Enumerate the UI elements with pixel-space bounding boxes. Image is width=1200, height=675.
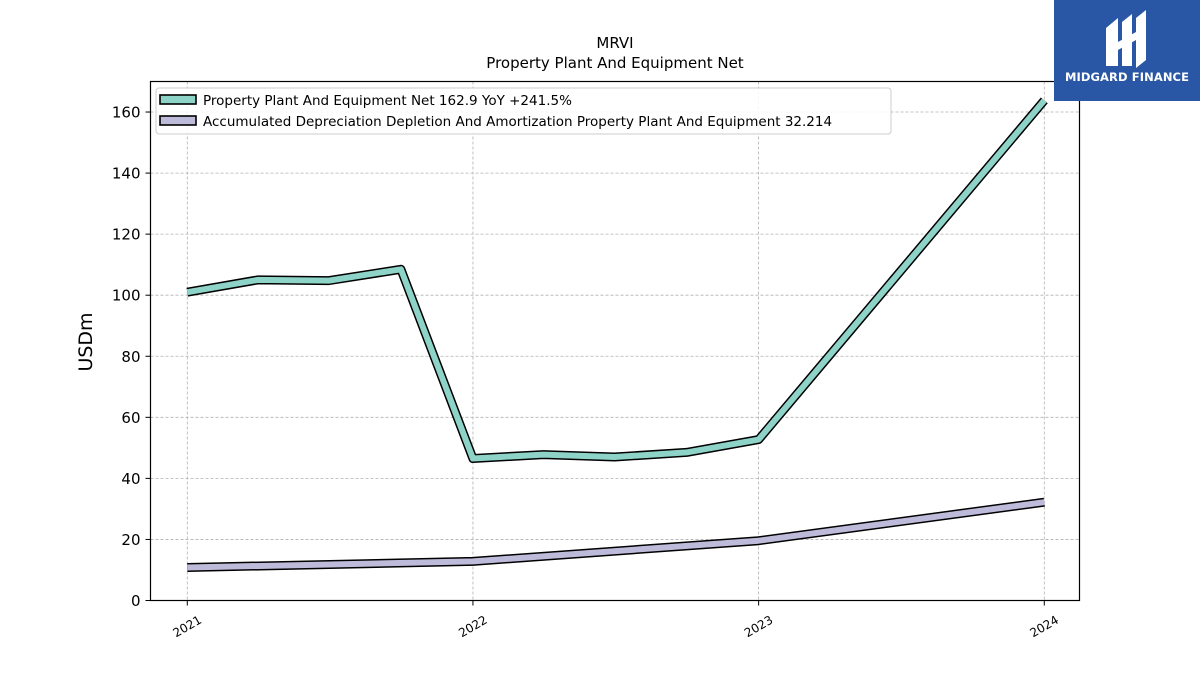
series-2-line	[187, 499, 1045, 571]
y-tick-label: 20	[121, 531, 140, 549]
y-tick-label: 120	[112, 226, 141, 244]
legend: Property Plant And Equipment Net 162.9 Y…	[155, 87, 892, 135]
y-tick-label: 80	[121, 348, 140, 366]
legend-swatch-accum-depreciation	[159, 115, 197, 126]
legend-swatch-ppe-net	[159, 94, 197, 105]
x-tick-label: 2022	[456, 613, 489, 640]
x-axis-ticks: 2021 2022 2023 2024	[171, 600, 1061, 640]
brand-logo: MIDGARD FINANCE	[1054, 0, 1200, 101]
y-axis-ticks: 0 20 40 60 80 100 120 140 160	[112, 104, 151, 610]
series-2-outline	[187, 497, 1045, 572]
x-tick-label: 2023	[742, 613, 775, 640]
brand-logo-text: MIDGARD FINANCE	[1064, 70, 1190, 84]
legend-box	[155, 87, 892, 135]
y-tick-label: 100	[112, 287, 141, 305]
series-lines	[186, 97, 1048, 572]
chart-subtitle: Property Plant And Equipment Net	[486, 54, 743, 72]
y-tick-label: 160	[112, 104, 141, 122]
x-tick-label: 2021	[171, 613, 204, 640]
grid-lines	[150, 81, 1080, 601]
y-axis-label: USDm	[75, 312, 97, 371]
chart-title: MRVI	[596, 34, 633, 52]
y-tick-label: 40	[121, 470, 140, 488]
x-tick-label: 2024	[1028, 613, 1061, 640]
y-tick-label: 140	[112, 165, 141, 183]
series-1-line	[186, 98, 1047, 462]
y-tick-label: 0	[131, 592, 141, 610]
legend-label-accum-depreciation: Accumulated Depreciation Depletion And A…	[203, 114, 832, 130]
y-tick-label: 60	[121, 409, 140, 427]
plot-frame	[149, 80, 1081, 602]
legend-label-ppe-net: Property Plant And Equipment Net 162.9 Y…	[203, 93, 572, 109]
midgard-logo-icon	[1106, 10, 1146, 68]
